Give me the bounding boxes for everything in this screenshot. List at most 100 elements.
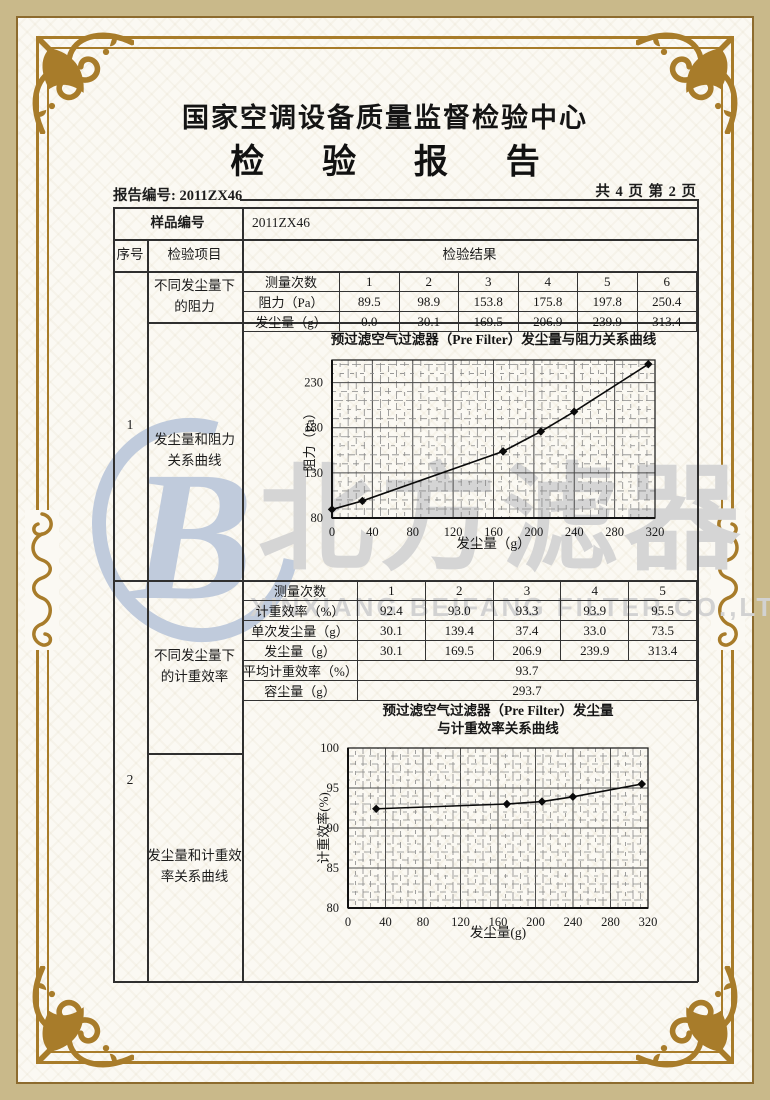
- cell: 93.3: [492, 600, 562, 621]
- section1-seq: 1: [126, 417, 134, 433]
- row-label: 平均计重效率（%）: [242, 660, 358, 681]
- svg-text:240: 240: [565, 525, 584, 539]
- svg-text:计重效率(%): 计重效率(%): [316, 792, 331, 864]
- cell: 33.0: [560, 620, 630, 641]
- cell: 313.4: [636, 311, 697, 332]
- svg-text:120: 120: [444, 525, 463, 539]
- svg-text:280: 280: [601, 915, 620, 929]
- cell: 73.5: [628, 620, 697, 641]
- table-border-bottom: [113, 981, 698, 983]
- page-count-info: 共 4 页 第 2 页: [595, 184, 697, 200]
- svg-text:0: 0: [345, 915, 351, 929]
- efficiency-table: 测量次数 1 2 3 4 5 计重效率（%） 92.4 93.0 93.3 93…: [242, 580, 697, 701]
- svg-text:阻力（Pa）: 阻力（Pa）: [302, 406, 317, 471]
- svg-text:80: 80: [407, 525, 420, 539]
- cell: 3: [492, 580, 562, 601]
- svg-text:230: 230: [304, 376, 323, 390]
- row-label: 发尘量（g）: [242, 640, 358, 661]
- svg-text:240: 240: [564, 915, 583, 929]
- svg-text:与计重效率关系曲线: 与计重效率关系曲线: [437, 720, 559, 736]
- report-number-label: 报告编号:: [113, 188, 176, 204]
- svg-text:预过滤空气过滤器（Pre Filter）发尘量与阻力关系曲线: 预过滤空气过滤器（Pre Filter）发尘量与阻力关系曲线: [331, 331, 657, 347]
- cell: 239.9: [560, 640, 630, 661]
- row-label: 阻力（Pa）: [242, 291, 340, 312]
- table-line-under-sample: [113, 239, 698, 241]
- row-label: 计重效率（%）: [242, 600, 358, 621]
- cell: 250.4: [636, 291, 697, 312]
- dust-capacity-value: 293.7: [357, 680, 697, 701]
- cell: 4: [560, 580, 630, 601]
- svg-text:95: 95: [327, 781, 340, 795]
- cell: 89.5: [339, 291, 400, 312]
- resistance-chart: 80 130 180 230 0 40 80 120 160 200 240 280 320 预过滤空气过…: [242, 322, 697, 580]
- cell: 153.8: [458, 291, 519, 312]
- column-header-seq: 序号: [116, 246, 144, 262]
- cell: 37.4: [492, 620, 562, 641]
- cell: 313.4: [628, 640, 697, 661]
- svg-text:0: 0: [329, 525, 335, 539]
- svg-text:80: 80: [417, 915, 430, 929]
- table-border-right: [697, 199, 699, 982]
- svg-text:80: 80: [311, 511, 324, 525]
- cell: 30.1: [357, 640, 426, 661]
- svg-text:320: 320: [639, 915, 658, 929]
- report-number-value: 2011ZX46: [179, 188, 243, 204]
- cell: 206.9: [492, 640, 562, 661]
- sample-number-value: 2011ZX46: [252, 214, 310, 230]
- cell: 5: [577, 271, 638, 292]
- cell: 30.1: [398, 311, 459, 332]
- row-label: 测量次数: [242, 580, 358, 601]
- svg-text:40: 40: [366, 525, 379, 539]
- table-border-top: [113, 207, 698, 209]
- cell: 95.5: [628, 600, 697, 621]
- svg-text:120: 120: [451, 915, 470, 929]
- cell: 92.4: [357, 600, 426, 621]
- table-row: 发尘量（g） 30.1 169.5 206.9 239.9 313.4: [242, 640, 697, 661]
- svg-text:320: 320: [646, 525, 665, 539]
- cell: 5: [628, 580, 697, 601]
- svg-text:预过滤空气过滤器（Pre Filter）发尘量: 预过滤空气过滤器（Pre Filter）发尘量: [382, 702, 614, 718]
- cell: 175.8: [517, 291, 578, 312]
- avg-efficiency-value: 93.7: [357, 660, 697, 681]
- cell: 30.1: [357, 620, 426, 641]
- column-header-item: 检验项目: [167, 246, 222, 262]
- sample-number-label: 样品编号: [150, 214, 205, 230]
- cell: 1: [357, 580, 426, 601]
- cell: 197.8: [577, 291, 638, 312]
- cell: 2: [398, 271, 459, 292]
- svg-text:90: 90: [327, 821, 340, 835]
- svg-text:180: 180: [304, 421, 323, 435]
- table-row: 阻力（Pa） 89.5 98.9 153.8 175.8 197.8 250.4: [242, 291, 697, 312]
- column-header-result: 检验结果: [442, 246, 497, 262]
- cell: 239.9: [577, 311, 638, 332]
- cell: 169.5: [424, 640, 494, 661]
- cell: 3: [458, 271, 519, 292]
- section2-item-bottom: 发尘量和计重效 率关系曲线: [147, 848, 242, 884]
- svg-text:200: 200: [525, 525, 544, 539]
- cell: 93.0: [424, 600, 494, 621]
- report-number-line: 报告编号: 2011ZX46: [113, 184, 242, 205]
- cell: 169.5: [458, 311, 519, 332]
- table-line-item2-divider: [147, 753, 242, 755]
- report-title: 检 验 报 告: [230, 142, 556, 182]
- cell: 4: [517, 271, 578, 292]
- cell: 206.9: [517, 311, 578, 332]
- row-label: 测量次数: [242, 271, 340, 292]
- center-name-title: 国家空调设备质量监督检验中心: [182, 103, 588, 134]
- svg-text:160: 160: [489, 915, 508, 929]
- cell: 139.4: [424, 620, 494, 641]
- efficiency-chart: 80 85 90 95 100 0 40 80 120 160 200 240 280 320 预过滤空气过…: [242, 685, 697, 981]
- svg-text:85: 85: [327, 861, 340, 875]
- svg-text:130: 130: [304, 466, 323, 480]
- table-row: 测量次数 1 2 3 4 5: [242, 580, 697, 601]
- svg-text:200: 200: [526, 915, 545, 929]
- header-underline: [240, 199, 699, 201]
- cell: 98.9: [398, 291, 459, 312]
- svg-text:160: 160: [484, 525, 503, 539]
- row-label: 单次发尘量（g）: [242, 620, 358, 641]
- cell: 0.0: [339, 311, 400, 332]
- row-label: 发尘量（g）: [242, 311, 340, 332]
- section1-item-top: 不同发尘量下 的阻力: [154, 277, 235, 314]
- table-row: 计重效率（%） 92.4 93.0 93.3 93.9 95.5: [242, 600, 697, 621]
- row-label: 容尘量（g）: [242, 680, 358, 701]
